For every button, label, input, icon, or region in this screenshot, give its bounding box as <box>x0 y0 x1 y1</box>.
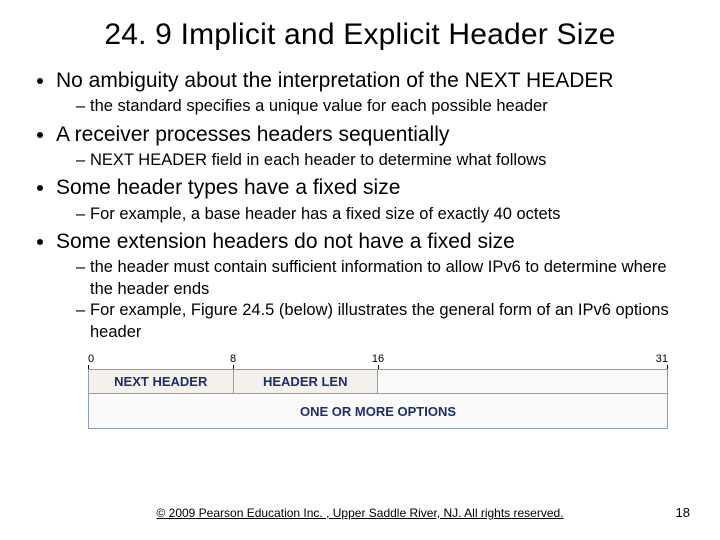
header-table: NEXT HEADER HEADER LEN ONE OR MORE OPTIO… <box>88 369 668 429</box>
sub-item: For example, Figure 24.5 (below) illustr… <box>76 300 692 343</box>
tick-label: 0 <box>88 353 94 365</box>
sub-list: NEXT HEADER field in each header to dete… <box>76 150 692 171</box>
tick-label: 8 <box>230 353 236 365</box>
table-row: ONE OR MORE OPTIONS <box>89 394 667 428</box>
tick-mark <box>378 365 379 369</box>
bullet-text: Some header types have a fixed size <box>56 176 400 199</box>
tick-mark <box>233 365 234 369</box>
sub-item: the header must contain sufficient infor… <box>76 257 692 300</box>
cell-options: ONE OR MORE OPTIONS <box>300 404 456 419</box>
tick-mark <box>667 365 668 369</box>
sub-item: NEXT HEADER field in each header to dete… <box>76 150 692 171</box>
bullet-text: No ambiguity about the interpretation of… <box>56 69 614 92</box>
bullet-item: Some header types have a fixed size For … <box>56 175 692 225</box>
bullet-text: Some extension headers do not have a fix… <box>56 230 515 253</box>
bullet-item: No ambiguity about the interpretation of… <box>56 68 692 118</box>
page-number: 18 <box>676 505 690 520</box>
footer: © 2009 Pearson Education Inc. , Upper Sa… <box>0 506 720 520</box>
sub-list: For example, a base header has a fixed s… <box>76 204 692 225</box>
sub-list: the standard specifies a unique value fo… <box>76 96 692 117</box>
copyright-text: © 2009 Pearson Education Inc. , Upper Sa… <box>156 506 563 520</box>
slide-title: 24. 9 Implicit and Explicit Header Size <box>28 18 692 52</box>
slide: 24. 9 Implicit and Explicit Header Size … <box>0 0 720 540</box>
sub-list: the header must contain sufficient infor… <box>76 257 692 343</box>
bullet-list: No ambiguity about the interpretation of… <box>56 68 692 343</box>
tick-label: 16 <box>372 353 384 365</box>
cell-empty <box>378 370 667 394</box>
cell-header-len: HEADER LEN <box>234 370 379 394</box>
header-figure: 0 8 16 31 NEXT HEADER HEADER LEN ONE OR … <box>88 353 668 429</box>
bullet-item: Some extension headers do not have a fix… <box>56 229 692 343</box>
table-row: NEXT HEADER HEADER LEN <box>89 370 667 394</box>
sub-item: the standard specifies a unique value fo… <box>76 96 692 117</box>
bullet-text: A receiver processes headers sequentiall… <box>56 123 449 146</box>
bit-ruler: 0 8 16 31 <box>88 353 668 369</box>
tick-label: 31 <box>656 353 668 365</box>
sub-item: For example, a base header has a fixed s… <box>76 204 692 225</box>
cell-next-header: NEXT HEADER <box>89 370 234 394</box>
bullet-item: A receiver processes headers sequentiall… <box>56 122 692 172</box>
tick-mark <box>88 365 89 369</box>
